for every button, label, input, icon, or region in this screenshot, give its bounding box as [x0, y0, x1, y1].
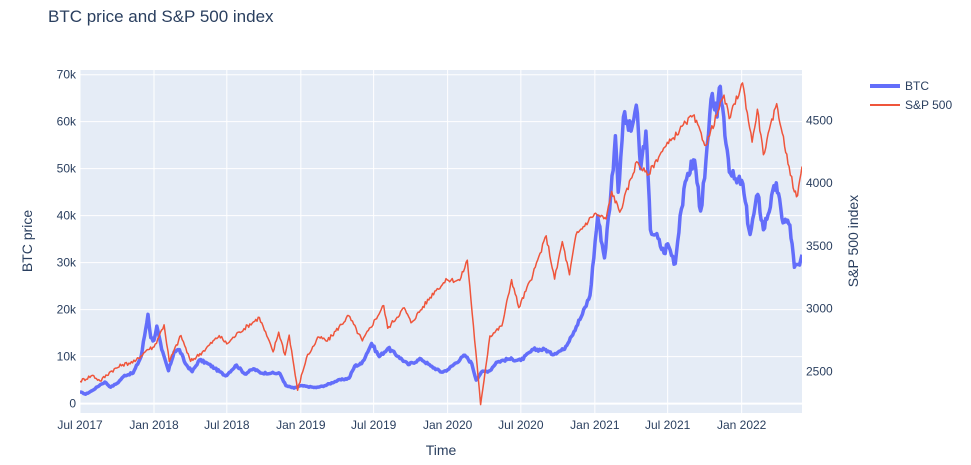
- y-tick-label: 50k: [57, 162, 77, 176]
- gridlines: [79, 70, 802, 413]
- btc-series-line[interactable]: [80, 84, 802, 396]
- plot-area: [80, 70, 802, 413]
- y2-tick-label: 3000: [806, 302, 833, 316]
- y2-axis-ticks: 2500 3000 3500 4000 4500: [806, 113, 833, 378]
- y-tick-label: 30k: [57, 256, 77, 270]
- x-axis-ticks: Jul 2017 Jan 2018 Jul 2018 Jan 2019 Jul 2019…: [57, 418, 766, 432]
- y2-tick-label: 4000: [806, 176, 833, 190]
- x-tick-label: Jan 2019: [276, 418, 326, 432]
- x-tick-label: Jul 2021: [645, 418, 691, 432]
- y2-axis-label: S&P 500 index: [845, 195, 861, 287]
- x-tick-label: Jul 2019: [351, 418, 397, 432]
- x-tick-label: Jan 2022: [717, 418, 767, 432]
- series-layer: [80, 82, 802, 406]
- y-axis-label: BTC price: [19, 210, 35, 272]
- y-tick-label: 10k: [57, 350, 77, 364]
- legend-sp500-label[interactable]: S&P 500: [905, 98, 952, 112]
- y-tick-label: 70k: [57, 68, 77, 82]
- sp500-series-line[interactable]: [80, 82, 802, 406]
- y2-tick-label: 3500: [806, 239, 833, 253]
- y-tick-label: 60k: [57, 115, 77, 129]
- x-tick-label: Jul 2018: [204, 418, 250, 432]
- y-tick-label: 20k: [57, 303, 77, 317]
- y2-tick-label: 4500: [806, 113, 833, 127]
- legend[interactable]: BTC S&P 500: [870, 79, 952, 112]
- x-tick-label: Jul 2017: [57, 418, 103, 432]
- x-tick-label: Jul 2020: [498, 418, 544, 432]
- x-axis-label: Time: [426, 442, 457, 458]
- y-tick-label: 0: [69, 397, 76, 411]
- y-axis-ticks: 0 10k 20k 30k 40k 50k 60k 70k: [57, 68, 77, 411]
- chart-title: BTC price and S&P 500 index: [48, 7, 274, 26]
- x-tick-label: Jan 2021: [570, 418, 620, 432]
- y-tick-label: 40k: [57, 209, 77, 223]
- x-tick-label: Jan 2018: [129, 418, 179, 432]
- x-tick-label: Jan 2020: [423, 418, 473, 432]
- legend-btc-label[interactable]: BTC: [905, 79, 929, 93]
- y2-tick-label: 2500: [806, 365, 833, 379]
